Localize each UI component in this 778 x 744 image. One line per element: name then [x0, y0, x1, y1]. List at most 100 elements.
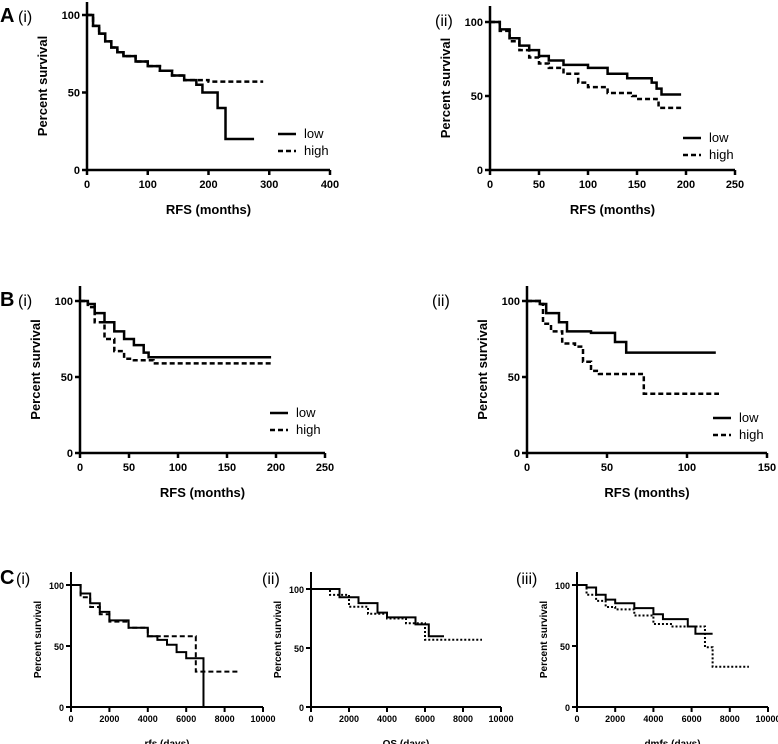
x-tick-label: 50 — [601, 462, 613, 474]
y-axis-title: Percent survival — [33, 601, 44, 678]
chart-A-i: A (i) 0 100 200 300 400 0 50 100 RFS (months) Perce… — [0, 2, 339, 217]
survival-curve-low — [80, 299, 272, 359]
x-tick-label: 0 — [487, 179, 493, 191]
chart-A-ii: (ii) 0 50 100 150 200 250 0 50 100 RFS (months) Per… — [435, 6, 744, 217]
y-tick-label: 100 — [49, 581, 64, 591]
legend-label: high — [739, 427, 764, 442]
x-axis-title: RFS (months) — [166, 202, 251, 217]
x-tick-label: 300 — [260, 179, 278, 191]
y-tick-label: 0 — [74, 165, 80, 177]
x-tick-label: 10000 — [755, 714, 778, 724]
x-tick-label: 0 — [77, 462, 83, 474]
survival-curve-high — [80, 299, 272, 365]
y-tick-label: 50 — [471, 91, 483, 103]
x-tick-label: 400 — [321, 179, 339, 191]
x-tick-label: 50 — [533, 179, 545, 191]
x-tick-label: 4000 — [377, 714, 397, 724]
x-tick-label: 250 — [316, 462, 334, 474]
legend-label: low — [739, 410, 759, 425]
x-tick-label: 100 — [169, 462, 187, 474]
x-tick-label: 6000 — [682, 714, 702, 724]
y-tick-label: 100 — [502, 296, 520, 308]
x-tick-label: 100 — [579, 179, 597, 191]
x-tick-label: 0 — [574, 714, 579, 724]
x-tick-label: 100 — [678, 462, 696, 474]
survival-curve-low — [311, 588, 444, 638]
x-tick-label: 250 — [726, 179, 744, 191]
y-axis-title: Percent survival — [35, 36, 50, 136]
y-tick-label: 100 — [289, 585, 304, 595]
chart-C-ii: (ii) 0 2000 4000 6000 8000 10000 0 50 100 OS (days… — [262, 571, 514, 744]
panel-sublabel: (ii) — [435, 13, 453, 30]
x-axis-title: RFS (months) — [160, 485, 245, 500]
x-tick-label: 6000 — [176, 714, 196, 724]
panel-sublabel: (i) — [18, 293, 32, 310]
survival-curve-high — [527, 299, 719, 395]
x-tick-label: 10000 — [250, 714, 275, 724]
x-tick-label: 200 — [267, 462, 285, 474]
x-tick-label: 0 — [84, 179, 90, 191]
x-tick-label: 50 — [123, 462, 135, 474]
x-tick-label: 2000 — [339, 714, 359, 724]
x-tick-label: 4000 — [138, 714, 158, 724]
legend-label: high — [304, 143, 329, 158]
x-axis-title: OS (days) — [383, 739, 430, 744]
survival-curve-high — [87, 13, 264, 83]
y-tick-label: 50 — [294, 644, 304, 654]
chart-C-iii: (iii) 0 2000 4000 6000 8000 10000 0 50 100 dmfs (d… — [516, 571, 778, 744]
x-tick-label: 8000 — [453, 714, 473, 724]
y-tick-label: 0 — [514, 448, 520, 460]
x-tick-label: 100 — [139, 179, 157, 191]
y-tick-label: 0 — [299, 703, 304, 713]
x-tick-label: 10000 — [488, 714, 513, 724]
y-tick-label: 100 — [465, 17, 483, 29]
x-tick-label: 200 — [199, 179, 217, 191]
chart-C-i: C(i) 0 2000 4000 6000 8000 10000 0 50 100 rfs (day… — [0, 567, 276, 744]
x-tick-label: 2000 — [605, 714, 625, 724]
x-tick-label: 8000 — [215, 714, 235, 724]
x-tick-label: 8000 — [720, 714, 740, 724]
y-axis-title: Percent survival — [438, 38, 453, 138]
x-tick-label: 2000 — [99, 714, 119, 724]
survival-curve-low — [527, 299, 716, 354]
x-axis-title: RFS (months) — [604, 485, 689, 500]
panel-letter: A — [0, 5, 14, 27]
survival-curve-high — [311, 588, 482, 641]
y-tick-label: 0 — [565, 703, 570, 713]
chart-B-i: B (i) 0 50 100 150 200 250 0 50 100 RFS (months) Per… — [0, 286, 334, 500]
y-axis-title: Percent survival — [475, 319, 490, 419]
panel-sublabel: (i) — [18, 9, 32, 26]
y-tick-label: 50 — [560, 642, 570, 652]
y-tick-label: 50 — [508, 372, 520, 384]
y-tick-label: 0 — [59, 703, 64, 713]
y-tick-label: 0 — [477, 165, 483, 177]
survival-curve-low — [71, 584, 205, 707]
x-axis-title: rfs (days) — [144, 739, 189, 744]
legend-label: low — [709, 130, 729, 145]
panel-letter: B — [0, 289, 14, 311]
x-tick-label: 150 — [628, 179, 646, 191]
survival-curve-low — [490, 20, 682, 96]
survival-curve-low — [87, 13, 255, 141]
y-axis-title: Percent survival — [28, 319, 43, 419]
legend-label: high — [296, 422, 321, 437]
y-tick-label: 50 — [61, 372, 73, 384]
panel-sublabel: (i) — [16, 571, 30, 588]
legend-label: high — [709, 147, 734, 162]
x-tick-label: 150 — [218, 462, 236, 474]
panel-sublabel: (ii) — [432, 293, 450, 310]
y-axis-title: Percent survival — [273, 601, 284, 678]
y-tick-label: 100 — [555, 581, 570, 591]
y-axis-title: Percent survival — [539, 601, 550, 678]
x-axis-title: dmfs (days) — [644, 739, 700, 744]
y-tick-label: 0 — [67, 448, 73, 460]
panel-sublabel: (iii) — [516, 571, 537, 588]
x-tick-label: 4000 — [643, 714, 663, 724]
survival-curve-high — [71, 584, 239, 673]
y-tick-label: 100 — [62, 10, 80, 22]
x-tick-label: 150 — [758, 462, 776, 474]
x-tick-label: 200 — [677, 179, 695, 191]
survival-curve-high — [490, 20, 682, 110]
panel-letter: C — [0, 567, 14, 589]
